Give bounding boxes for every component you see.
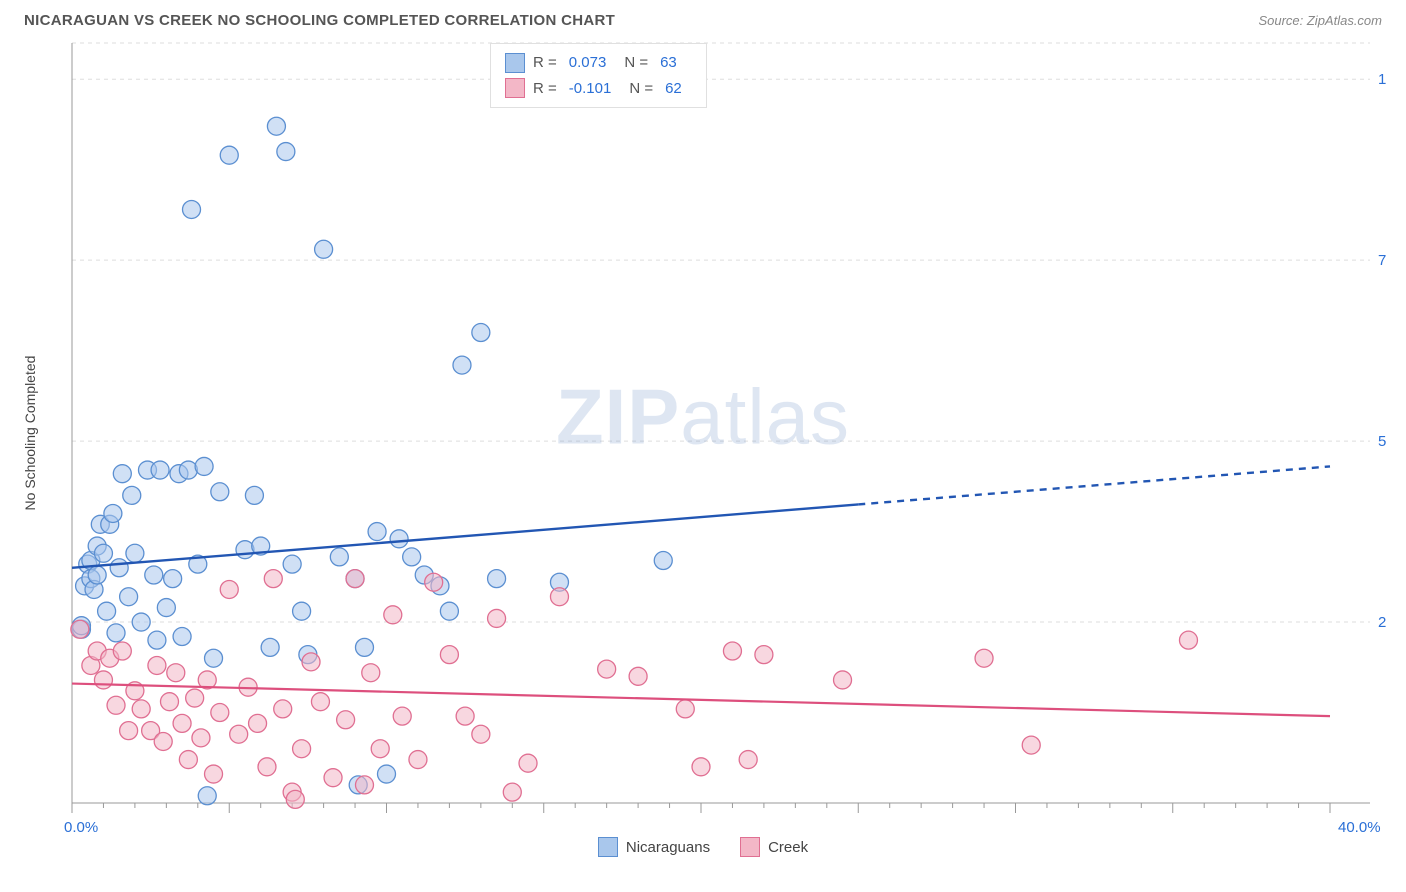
chart-source: Source: ZipAtlas.com: [1258, 13, 1382, 28]
swatch-creek: [505, 78, 525, 98]
n-value-nicaraguans: 63: [660, 50, 677, 76]
swatch-icon: [598, 837, 618, 857]
y-axis-label: No Schooling Completed: [22, 356, 38, 511]
svg-text:10.0%: 10.0%: [1378, 71, 1386, 88]
correlation-legend: R = 0.073 N = 63 R = -0.101 N = 62: [490, 43, 707, 108]
x-axis-start-label: 0.0%: [64, 819, 98, 836]
legend-item-creek: Creek: [740, 837, 808, 857]
svg-text:7.5%: 7.5%: [1378, 252, 1386, 269]
svg-text:2.5%: 2.5%: [1378, 614, 1386, 631]
r-value-nicaraguans: 0.073: [569, 50, 607, 76]
legend-item-nicaraguans: Nicaraguans: [598, 837, 710, 857]
swatch-icon: [740, 837, 760, 857]
scatter-chart: 2.5% 5.0% 7.5% 10.0%: [20, 33, 1386, 833]
legend-row-nicaraguans: R = 0.073 N = 63: [505, 50, 692, 76]
chart-area: No Schooling Completed ZIPatlas 2.5%5.0%…: [20, 33, 1386, 833]
legend-row-creek: R = -0.101 N = 62: [505, 76, 692, 102]
source-link[interactable]: ZipAtlas.com: [1307, 13, 1382, 28]
svg-text:5.0%: 5.0%: [1378, 433, 1386, 450]
swatch-nicaraguans: [505, 53, 525, 73]
series-legend: Nicaraguans Creek: [0, 837, 1406, 857]
chart-title: NICARAGUAN VS CREEK NO SCHOOLING COMPLET…: [24, 12, 615, 29]
chart-header: NICARAGUAN VS CREEK NO SCHOOLING COMPLET…: [0, 0, 1406, 33]
r-value-creek: -0.101: [569, 76, 612, 102]
x-axis-end-label: 40.0%: [1338, 819, 1381, 836]
n-value-creek: 62: [665, 76, 682, 102]
